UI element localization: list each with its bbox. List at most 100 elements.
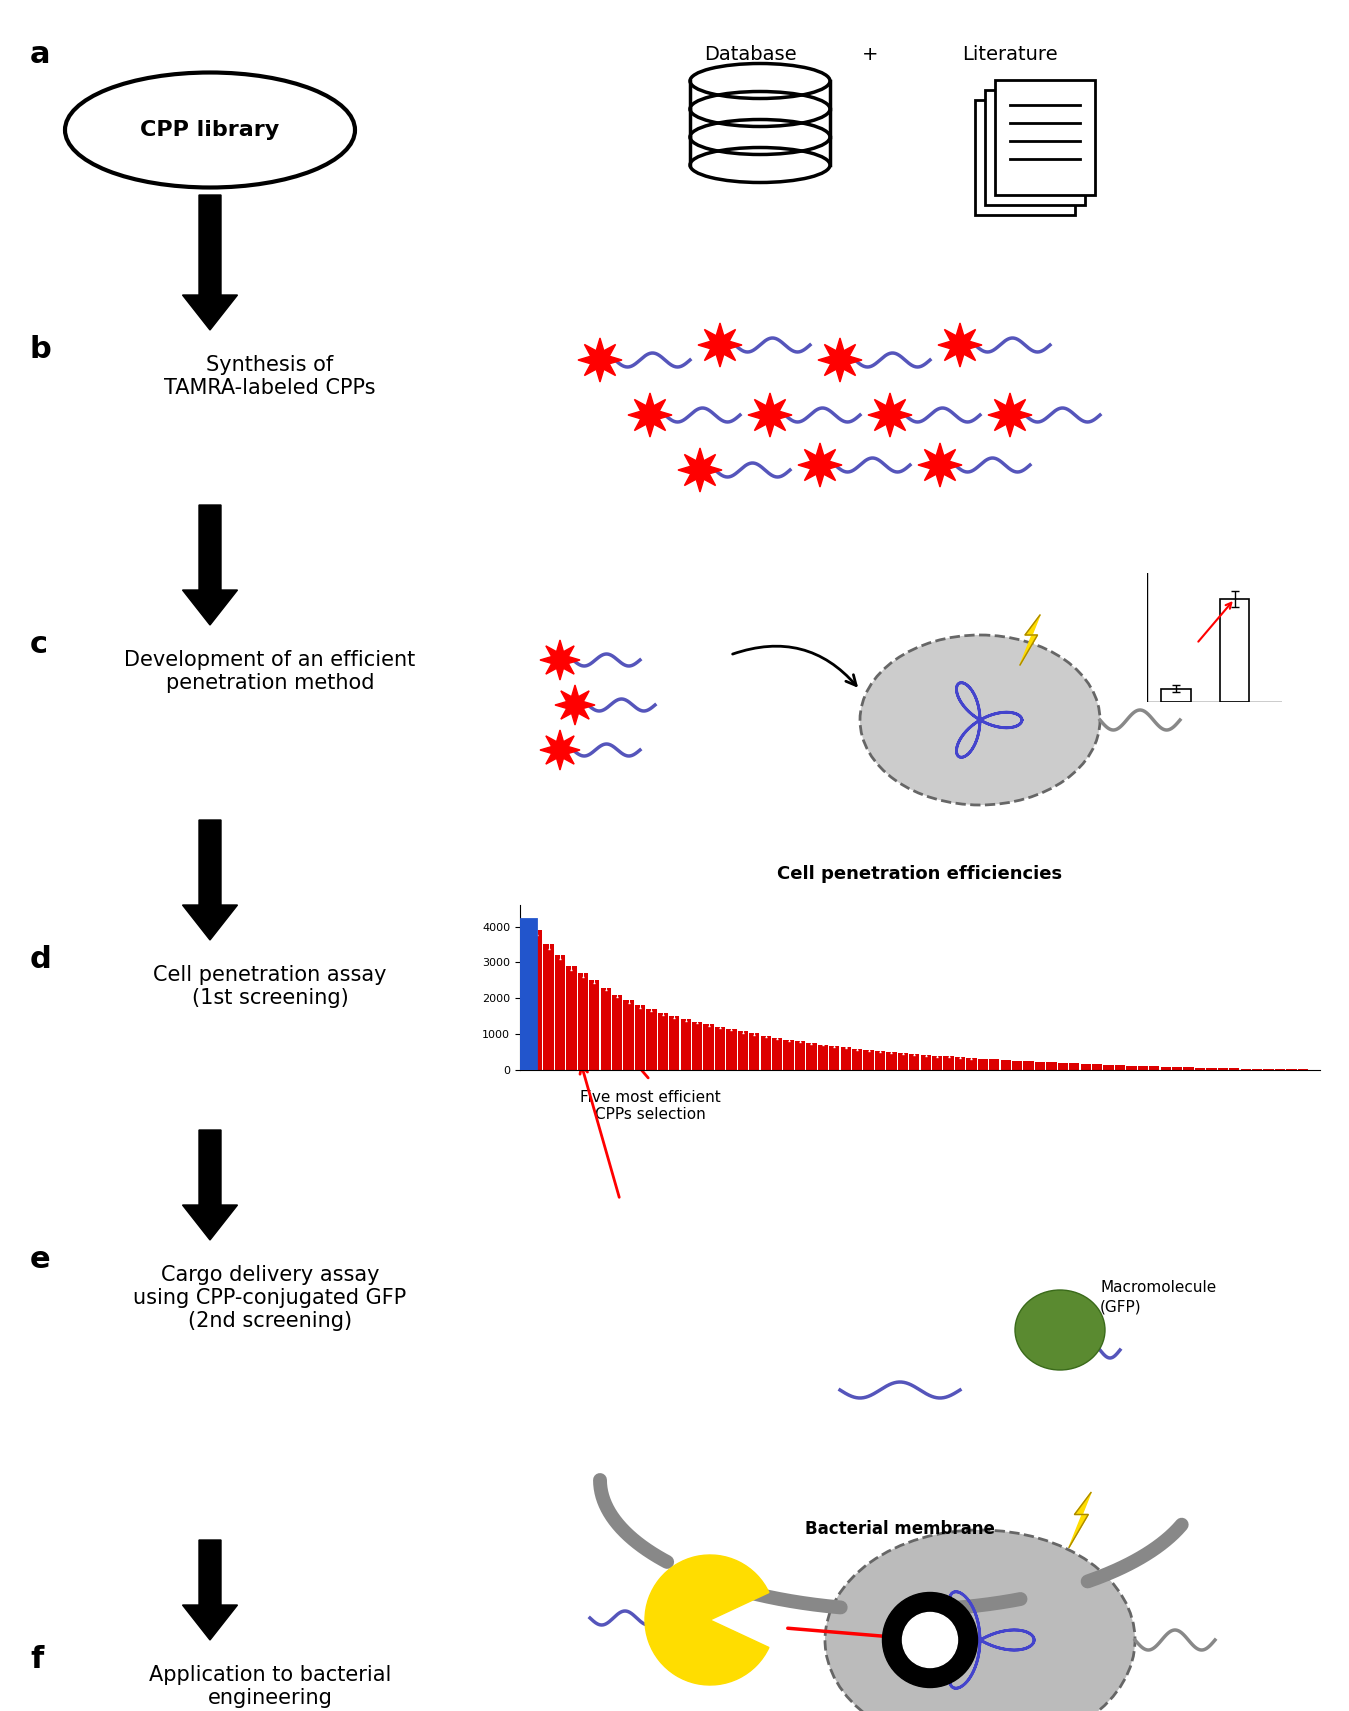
Bar bbox=[795, 1042, 805, 1069]
Text: Bacterial membrane: Bacterial membrane bbox=[805, 1519, 996, 1538]
FancyBboxPatch shape bbox=[985, 91, 1085, 205]
Bar bbox=[772, 1037, 782, 1069]
Text: CPP library: CPP library bbox=[140, 120, 279, 140]
Bar bbox=[577, 974, 588, 1069]
Bar bbox=[909, 1054, 920, 1069]
Bar bbox=[853, 1049, 862, 1069]
Bar bbox=[726, 1028, 737, 1069]
Bar bbox=[749, 1033, 759, 1069]
Bar bbox=[1161, 690, 1191, 702]
Bar bbox=[897, 1052, 908, 1069]
Bar bbox=[955, 1057, 965, 1069]
Bar bbox=[1070, 1063, 1079, 1069]
Bar bbox=[1047, 1063, 1056, 1069]
Polygon shape bbox=[1020, 614, 1040, 666]
Bar bbox=[646, 1009, 657, 1069]
Bar bbox=[817, 1044, 828, 1069]
Text: Literature: Literature bbox=[962, 44, 1058, 63]
FancyBboxPatch shape bbox=[996, 80, 1095, 195]
Bar bbox=[1091, 1064, 1102, 1069]
Bar bbox=[1160, 1066, 1171, 1069]
Polygon shape bbox=[577, 339, 622, 382]
Text: Macromolecule: Macromolecule bbox=[1099, 1280, 1217, 1295]
Bar bbox=[1219, 599, 1249, 702]
Bar bbox=[932, 1056, 943, 1069]
Text: d: d bbox=[30, 944, 51, 974]
Bar bbox=[863, 1051, 874, 1069]
Bar bbox=[1195, 1068, 1205, 1069]
Bar bbox=[886, 1052, 897, 1069]
Bar bbox=[1149, 1066, 1159, 1069]
Bar bbox=[876, 1051, 885, 1069]
Bar bbox=[966, 1057, 977, 1069]
Bar bbox=[658, 1013, 668, 1069]
FancyBboxPatch shape bbox=[975, 99, 1075, 216]
Bar bbox=[1103, 1064, 1114, 1069]
Bar bbox=[1058, 1063, 1068, 1069]
Text: b: b bbox=[30, 335, 51, 364]
Polygon shape bbox=[1068, 1492, 1091, 1547]
Bar bbox=[521, 919, 532, 1069]
Bar bbox=[1035, 1063, 1045, 1069]
Bar bbox=[1172, 1068, 1182, 1069]
Polygon shape bbox=[540, 640, 580, 679]
Text: +: + bbox=[862, 44, 878, 63]
Polygon shape bbox=[629, 394, 672, 436]
Bar bbox=[1012, 1061, 1023, 1069]
Text: c: c bbox=[30, 630, 49, 659]
Text: Cargo delivery assay
using CPP-conjugated GFP
(2nd screening): Cargo delivery assay using CPP-conjugate… bbox=[134, 1264, 406, 1331]
Bar bbox=[635, 1006, 645, 1069]
Bar bbox=[669, 1016, 680, 1069]
Bar bbox=[1183, 1068, 1194, 1069]
Text: Five most efficient
CPPs selection: Five most efficient CPPs selection bbox=[580, 1090, 720, 1122]
Bar bbox=[920, 1054, 931, 1069]
Bar bbox=[807, 1044, 816, 1069]
Bar bbox=[1114, 1066, 1125, 1069]
Text: (GFP): (GFP) bbox=[1099, 1300, 1141, 1316]
Bar bbox=[1024, 1061, 1033, 1069]
Ellipse shape bbox=[902, 1612, 958, 1668]
Bar bbox=[612, 994, 622, 1069]
Bar bbox=[515, 919, 536, 1069]
Polygon shape bbox=[747, 394, 792, 436]
Text: Cell penetration assay
(1st screening): Cell penetration assay (1st screening) bbox=[154, 965, 387, 1008]
Bar bbox=[544, 944, 553, 1069]
Polygon shape bbox=[867, 394, 912, 436]
Bar bbox=[943, 1056, 954, 1069]
Text: Cell penetration efficiencies: Cell penetration efficiencies bbox=[777, 866, 1063, 883]
Bar bbox=[600, 987, 611, 1069]
Text: a: a bbox=[30, 39, 50, 68]
Bar bbox=[1081, 1064, 1091, 1069]
Polygon shape bbox=[919, 443, 962, 488]
Text: Database: Database bbox=[704, 44, 796, 63]
Bar bbox=[715, 1027, 726, 1069]
Polygon shape bbox=[540, 731, 580, 770]
Bar bbox=[532, 931, 542, 1069]
Bar bbox=[840, 1047, 851, 1069]
Text: Development of an efficient
penetration method: Development of an efficient penetration … bbox=[124, 650, 415, 693]
Polygon shape bbox=[182, 1129, 237, 1240]
Wedge shape bbox=[645, 1555, 769, 1685]
Polygon shape bbox=[182, 505, 237, 625]
Bar bbox=[1206, 1068, 1217, 1069]
Bar bbox=[978, 1059, 987, 1069]
Bar bbox=[830, 1045, 839, 1069]
Polygon shape bbox=[182, 195, 237, 330]
Bar bbox=[1001, 1059, 1010, 1069]
Text: e: e bbox=[30, 1246, 51, 1275]
Bar bbox=[1137, 1066, 1148, 1069]
Polygon shape bbox=[182, 1540, 237, 1641]
Text: f: f bbox=[30, 1644, 43, 1673]
Polygon shape bbox=[697, 323, 742, 366]
Bar bbox=[784, 1040, 793, 1069]
Polygon shape bbox=[182, 820, 237, 939]
Bar bbox=[590, 980, 599, 1069]
Bar bbox=[1126, 1066, 1137, 1069]
Bar bbox=[554, 955, 565, 1069]
Polygon shape bbox=[817, 339, 862, 382]
Bar bbox=[692, 1021, 703, 1069]
Ellipse shape bbox=[861, 635, 1099, 804]
Ellipse shape bbox=[1014, 1290, 1105, 1371]
Bar bbox=[681, 1020, 691, 1069]
Bar bbox=[567, 967, 576, 1069]
